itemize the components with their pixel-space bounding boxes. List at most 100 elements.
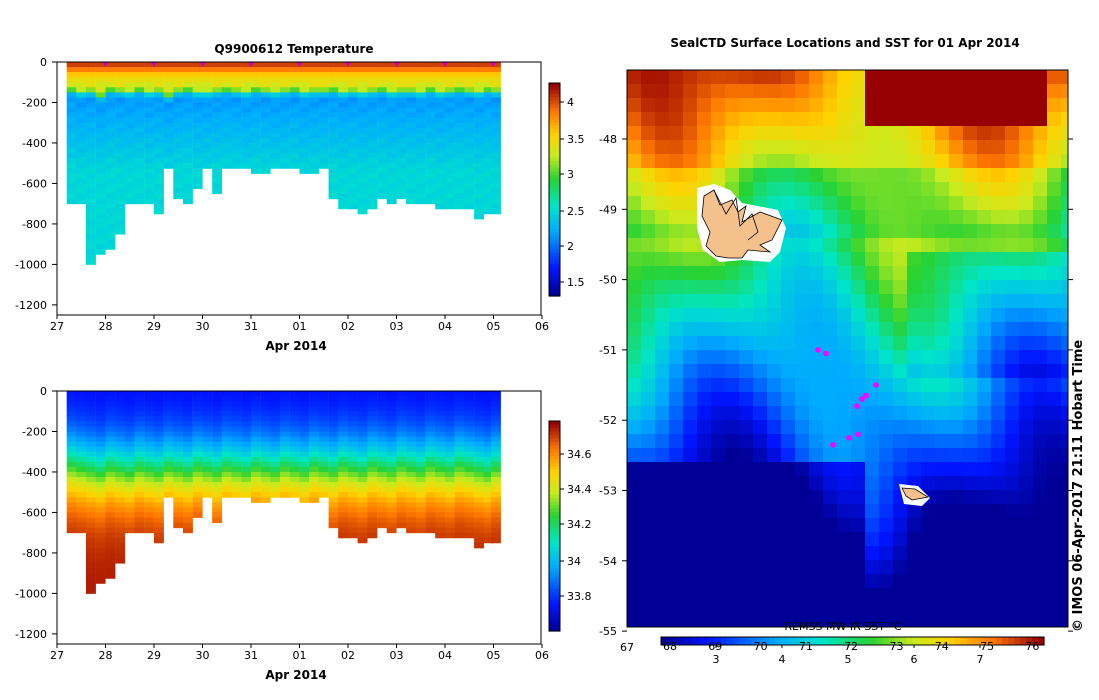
sst-cell bbox=[907, 112, 922, 127]
y-tick-label: -400 bbox=[22, 137, 47, 150]
salinity-cell bbox=[115, 421, 126, 427]
salinity-cell bbox=[202, 401, 213, 407]
temperature-cell bbox=[251, 168, 261, 174]
salinity-cell bbox=[76, 512, 87, 518]
temperature-cell bbox=[386, 163, 397, 169]
temperature-cell bbox=[357, 198, 368, 205]
sst-cell bbox=[851, 154, 866, 169]
sst-cell bbox=[725, 308, 740, 323]
sst-cell bbox=[1019, 616, 1034, 627]
x-tick-label: 05 bbox=[487, 320, 501, 333]
salinity-cell bbox=[134, 522, 145, 529]
sst-cell bbox=[977, 588, 992, 603]
salinity-cell bbox=[212, 416, 223, 422]
sst-cell bbox=[641, 616, 656, 627]
sst-cell bbox=[641, 308, 656, 323]
sst-cell bbox=[865, 266, 880, 281]
salinity-cell bbox=[406, 472, 416, 478]
sst-cell bbox=[809, 490, 824, 505]
temperature-cell bbox=[474, 188, 484, 195]
temperature-cell bbox=[280, 143, 290, 149]
sst-colorbar-step bbox=[864, 637, 872, 645]
salinity-cell bbox=[338, 401, 349, 407]
salinity-cell bbox=[348, 532, 358, 539]
sst-cell bbox=[1033, 322, 1048, 337]
temperature-cell bbox=[377, 178, 387, 184]
sst-cell bbox=[893, 602, 908, 617]
salinity-cell bbox=[367, 477, 378, 483]
salinity-cell bbox=[483, 411, 494, 417]
salinity-cell bbox=[134, 431, 145, 438]
salinity-cell bbox=[483, 482, 494, 488]
salinity-cell bbox=[415, 472, 426, 478]
sst-colorbar-step bbox=[954, 637, 961, 645]
temperature-cell bbox=[396, 87, 407, 93]
temperature-cell bbox=[396, 82, 407, 88]
salinity-cell bbox=[86, 537, 96, 544]
temperature-cell bbox=[221, 97, 232, 103]
temperature-cell bbox=[474, 208, 484, 215]
salinity-cell bbox=[124, 477, 135, 483]
temperature-cell bbox=[406, 97, 416, 103]
sst-cell bbox=[697, 448, 712, 463]
temperature-cell bbox=[289, 107, 300, 114]
salinity-cell bbox=[318, 406, 329, 412]
temperature-colorbar-label: 2.5 bbox=[567, 205, 585, 218]
salinity-cell bbox=[280, 436, 290, 443]
temperature-cell bbox=[309, 153, 319, 159]
temperature-cell bbox=[425, 143, 436, 149]
salinity-cell bbox=[435, 492, 446, 498]
temperature-cell bbox=[154, 203, 164, 210]
sst-cell bbox=[977, 350, 992, 365]
temperature-cell bbox=[425, 148, 436, 154]
sst-colorbar-bottom-label: 7 bbox=[977, 653, 984, 666]
sst-cell bbox=[669, 294, 684, 309]
y-tick-label: -800 bbox=[22, 547, 47, 560]
sst-cell bbox=[683, 490, 698, 505]
temperature-cell bbox=[173, 87, 184, 93]
sst-cell bbox=[865, 168, 880, 183]
salinity-cell bbox=[338, 487, 349, 493]
salinity-cell bbox=[95, 578, 106, 584]
salinity-cell bbox=[241, 456, 252, 463]
temperature-cell bbox=[95, 203, 106, 210]
sst-cell bbox=[879, 168, 894, 183]
sst-cell bbox=[935, 588, 950, 603]
salinity-cell bbox=[260, 456, 271, 463]
sst-cell bbox=[1005, 266, 1020, 281]
sst-cell bbox=[1019, 420, 1034, 435]
salinity-cell bbox=[386, 421, 397, 427]
temperature-cell bbox=[289, 102, 300, 109]
sst-cell bbox=[837, 336, 852, 351]
salinity-cell bbox=[212, 451, 223, 458]
sst-cell bbox=[893, 336, 908, 351]
sst-cell bbox=[1047, 266, 1062, 281]
sst-cell bbox=[641, 196, 656, 211]
salinity-cell bbox=[464, 456, 475, 463]
temperature-cell bbox=[173, 137, 184, 144]
salinity-cell bbox=[183, 446, 193, 453]
temperature-cell bbox=[415, 122, 426, 129]
sst-cell bbox=[1033, 84, 1048, 99]
salinity-cell bbox=[183, 431, 193, 438]
temperature-cell bbox=[338, 92, 349, 98]
sst-cell bbox=[823, 518, 838, 533]
sst-cell bbox=[963, 574, 978, 589]
sst-colorbar-step bbox=[942, 637, 949, 645]
sst-cell bbox=[921, 420, 936, 435]
salinity-cell bbox=[425, 461, 436, 468]
salinity-cell bbox=[280, 421, 290, 427]
sst-cell bbox=[697, 70, 712, 85]
colorbar-step bbox=[549, 150, 560, 155]
sst-cell bbox=[781, 266, 796, 281]
salinity-cell bbox=[406, 482, 416, 488]
sst-cell bbox=[921, 140, 936, 155]
salinity-cell bbox=[464, 401, 475, 407]
temperature-cell bbox=[464, 148, 475, 154]
salinity-cell bbox=[289, 461, 300, 468]
salinity-y-axis: 0-200-400-600-800-1000-1200 bbox=[15, 385, 57, 641]
sst-cell bbox=[907, 294, 922, 309]
sst-cell bbox=[991, 140, 1006, 155]
temperature-cell bbox=[241, 148, 252, 154]
salinity-cell bbox=[115, 426, 126, 432]
